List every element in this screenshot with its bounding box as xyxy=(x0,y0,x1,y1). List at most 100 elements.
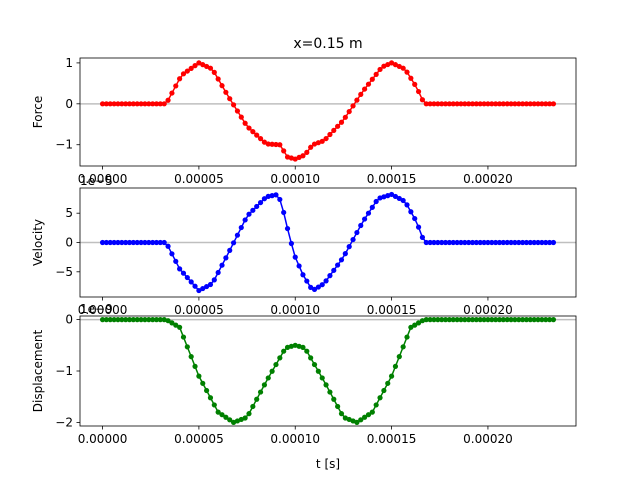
x-tick-label: 0.00010 xyxy=(270,303,320,317)
data-point xyxy=(219,412,225,418)
data-point xyxy=(188,65,194,71)
data-point xyxy=(439,239,445,246)
data-point xyxy=(211,69,217,75)
data-point xyxy=(523,317,530,323)
data-point xyxy=(173,258,179,264)
data-point xyxy=(265,375,271,381)
data-point xyxy=(161,101,167,107)
data-point xyxy=(146,239,152,246)
data-point xyxy=(107,101,113,107)
data-point xyxy=(373,198,379,205)
data-point xyxy=(446,317,452,323)
data-point xyxy=(107,317,113,323)
data-point xyxy=(227,417,233,423)
data-point xyxy=(346,108,352,115)
data-point xyxy=(115,101,121,107)
data-point xyxy=(369,76,375,82)
data-point xyxy=(211,402,217,408)
data-point xyxy=(473,317,479,323)
series-line xyxy=(102,318,554,424)
series-line xyxy=(102,62,554,160)
data-point xyxy=(435,317,441,323)
data-point xyxy=(257,389,264,395)
data-point xyxy=(516,239,522,246)
data-point xyxy=(138,239,144,246)
data-point xyxy=(415,88,422,95)
data-point xyxy=(242,415,248,421)
data-point xyxy=(520,317,526,323)
y-tick-label: 1 xyxy=(65,56,73,70)
data-point xyxy=(188,354,194,360)
data-point xyxy=(377,395,383,401)
data-point xyxy=(523,239,530,246)
data-point xyxy=(527,239,533,246)
data-point xyxy=(200,380,206,386)
data-point xyxy=(219,83,225,89)
data-point xyxy=(500,101,506,107)
data-point xyxy=(177,324,183,330)
data-point xyxy=(173,83,179,89)
data-point xyxy=(392,363,399,369)
data-point xyxy=(269,193,275,199)
data-point xyxy=(153,239,160,246)
data-point xyxy=(165,97,171,103)
data-point xyxy=(173,322,179,328)
data-point xyxy=(527,101,533,107)
data-point xyxy=(531,239,537,246)
data-point xyxy=(215,269,221,276)
data-point xyxy=(111,317,117,323)
y-tick-label: −2 xyxy=(55,415,73,429)
data-point xyxy=(103,101,109,107)
data-point xyxy=(392,193,399,200)
data-point xyxy=(115,239,121,246)
data-point xyxy=(188,279,194,285)
data-point xyxy=(327,131,333,138)
x-tick-label: 0.00015 xyxy=(367,303,417,317)
data-point xyxy=(388,191,395,198)
data-point xyxy=(123,239,129,246)
data-point xyxy=(543,317,549,323)
data-point xyxy=(489,317,495,323)
data-point xyxy=(130,317,136,323)
data-point xyxy=(161,239,167,246)
data-point xyxy=(288,240,294,247)
data-point xyxy=(412,81,418,87)
data-point xyxy=(520,101,526,107)
data-point xyxy=(223,414,229,420)
data-point xyxy=(485,101,491,107)
data-point xyxy=(126,317,133,323)
data-point xyxy=(338,411,345,417)
y-axis-label: Displacement xyxy=(31,329,45,412)
y-tick-label: 0 xyxy=(65,236,73,250)
data-point xyxy=(477,317,483,323)
data-point xyxy=(462,239,468,246)
data-point xyxy=(192,363,198,369)
data-point xyxy=(269,141,275,147)
data-point xyxy=(138,101,144,107)
data-point xyxy=(126,101,133,107)
data-point xyxy=(512,239,518,246)
data-point xyxy=(335,403,341,410)
data-point xyxy=(261,382,268,388)
data-point xyxy=(103,239,109,246)
y-tick-label: −1 xyxy=(55,364,73,378)
data-point xyxy=(431,239,437,246)
data-point xyxy=(250,403,256,410)
data-point xyxy=(211,277,217,283)
data-point xyxy=(496,317,503,323)
data-point xyxy=(184,68,190,74)
data-point xyxy=(358,222,364,229)
displacement-panel: 0 −1 −2 0.00000 0.00005 0.00010 0.00015 0.00020… xyxy=(31,302,577,446)
data-point xyxy=(327,273,333,279)
data-point xyxy=(547,317,553,323)
data-point xyxy=(254,132,260,138)
data-point xyxy=(230,102,237,108)
data-point xyxy=(257,136,264,142)
data-point xyxy=(126,239,133,246)
data-point xyxy=(539,239,545,246)
y-tick-label: −5 xyxy=(55,265,73,279)
data-point xyxy=(238,114,244,120)
data-point xyxy=(242,120,248,126)
data-point xyxy=(223,255,229,261)
data-point xyxy=(331,127,337,134)
